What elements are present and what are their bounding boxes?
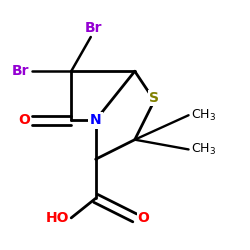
Text: O: O (137, 211, 149, 225)
Text: N: N (90, 113, 102, 127)
Text: Br: Br (12, 64, 30, 78)
Text: Br: Br (84, 20, 102, 34)
Text: O: O (18, 113, 30, 127)
Text: HO: HO (45, 211, 69, 225)
Text: S: S (149, 91, 159, 105)
Text: CH$_3$: CH$_3$ (191, 142, 216, 157)
Text: CH$_3$: CH$_3$ (191, 108, 216, 123)
